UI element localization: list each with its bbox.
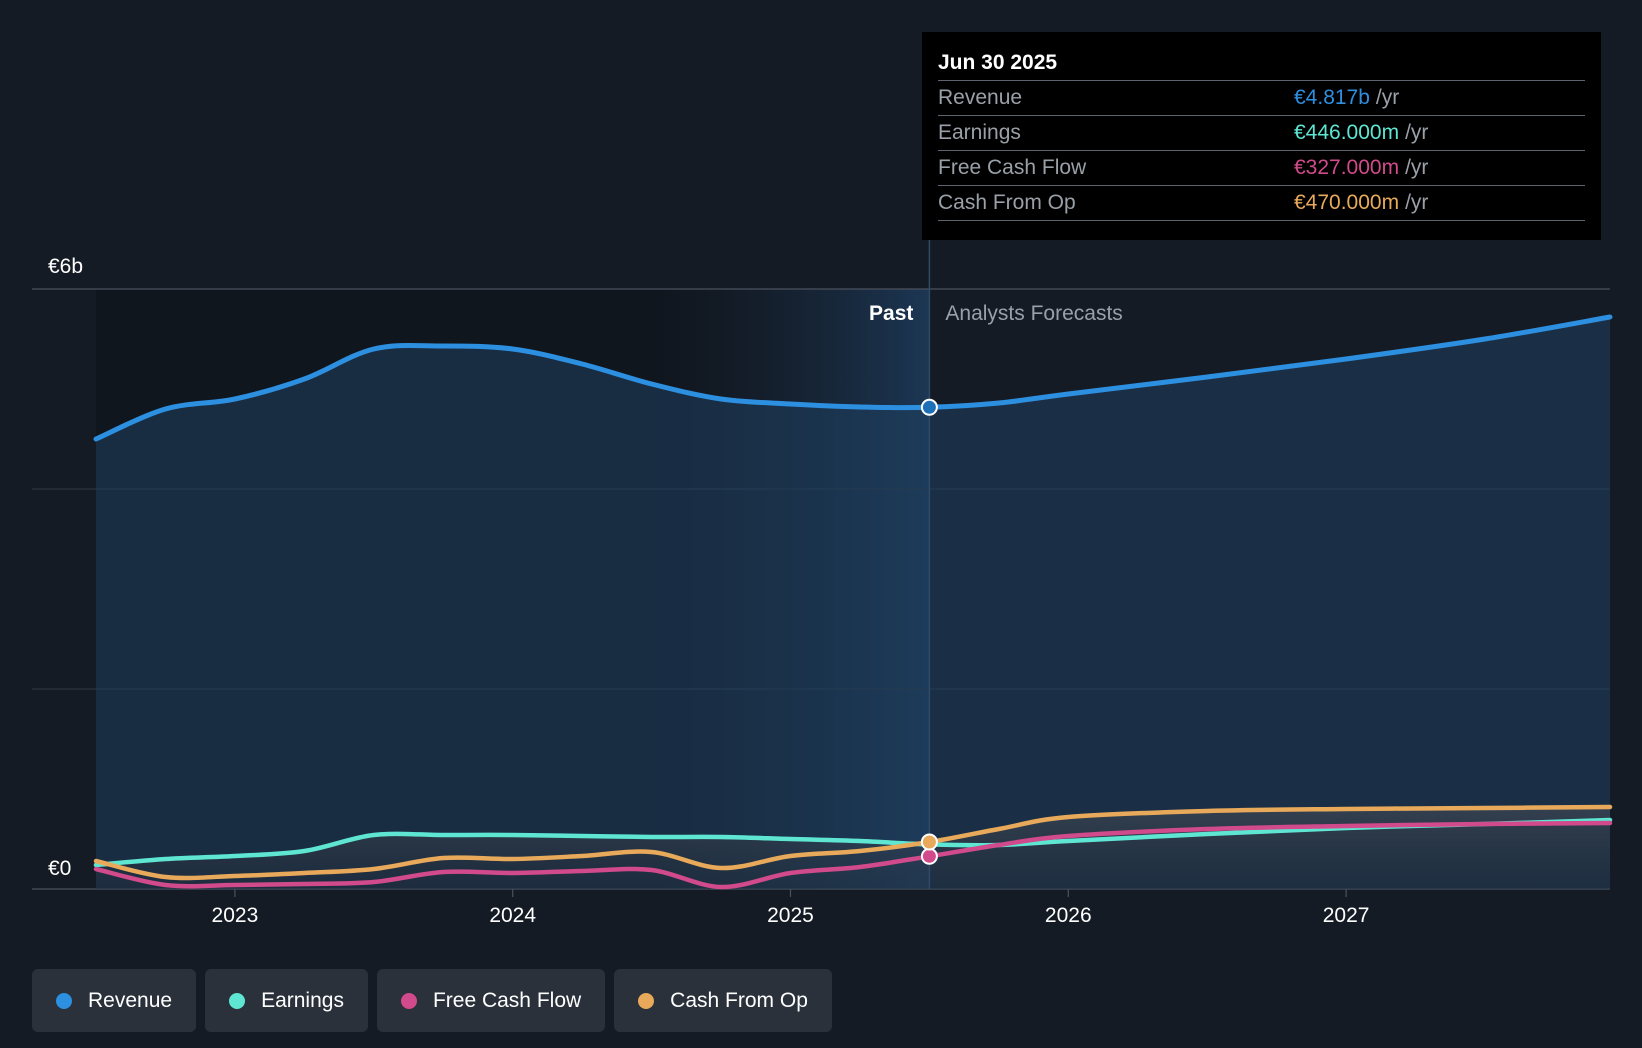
revenue-dot-icon [56,992,72,1009]
x-tick-label: 2025 [767,904,814,927]
legend-item-cash-from-op[interactable]: Cash From Op [614,969,832,1032]
legend-item-revenue[interactable]: Revenue [32,969,197,1032]
past-label: Past [869,302,913,325]
x-axis-labels: 2023 2024 2025 2026 2027 [212,889,1370,927]
cash-from-op-dot-icon [638,992,655,1009]
earnings-dot-icon [229,992,246,1009]
tooltip-value: €446.000m [1294,121,1400,144]
tooltip-label: Earnings [938,121,1021,144]
x-tick-label: 2027 [1323,904,1370,927]
hover-markers [920,398,938,865]
forecast-label: Analysts Forecasts [945,302,1122,325]
legend-label: Free Cash Flow [432,988,582,1012]
tooltip-label: Cash From Op [938,191,1076,214]
legend-item-free-cash-flow[interactable]: Free Cash Flow [376,969,606,1032]
fcf-marker [920,847,938,865]
tooltip-value: €4.817b [1294,86,1370,109]
tooltip-value: €470.000m [1294,191,1400,214]
tooltip-label: Revenue [938,86,1023,109]
tooltip-value: €327.000m [1294,156,1400,179]
y-axis-labels: €6b €0 [48,255,83,880]
legend: Revenue Earnings Free Cash Flow Cash Fro… [32,969,832,1032]
fcf-line [93,820,1613,890]
tooltip-row-revenue: Revenue €4.817b /yr [938,80,1585,115]
tooltip-unit: /yr [1375,86,1400,109]
revenue-marker [920,398,938,416]
tooltip-date: Jun 30 2025 [938,51,1058,74]
tooltip-row-fcf: Free Cash Flow €327.000m /yr [938,150,1585,185]
legend-label: Earnings [261,988,344,1012]
chart: Past Analysts Forecasts €6b€0 2023 2024 20… [32,240,1613,927]
y-tick-label: €6b [48,255,83,278]
tooltip-row-earnings: Earnings €446.000m /yr [938,115,1585,150]
legend-item-earnings[interactable]: Earnings [205,969,368,1032]
tooltip-unit: /yr [1405,191,1429,214]
tooltip-unit: /yr [1405,121,1429,144]
tooltip-unit: /yr [1405,156,1429,179]
x-tick-label: 2026 [1045,904,1092,927]
cfo-marker [920,833,938,851]
x-tick-label: 2023 [212,904,259,927]
revenue-area [96,317,1610,889]
tooltip: Jun 30 2025 Revenue €4.817b /yr Earnings… [922,32,1601,240]
revenue-line [93,314,1613,442]
free-cash-flow-dot-icon [400,992,417,1009]
y-tick-label: €0 [48,857,71,880]
legend-label: Cash From Op [670,988,808,1012]
x-tick-label: 2024 [489,904,536,927]
series-lines [93,314,1613,890]
legend-label: Revenue [88,988,173,1012]
cfo-line [93,804,1613,881]
earnings-line [93,817,1613,868]
tooltip-label: Free Cash Flow [938,156,1087,179]
tooltip-row-cfo: Cash From Op €470.000m /yr [938,185,1585,221]
